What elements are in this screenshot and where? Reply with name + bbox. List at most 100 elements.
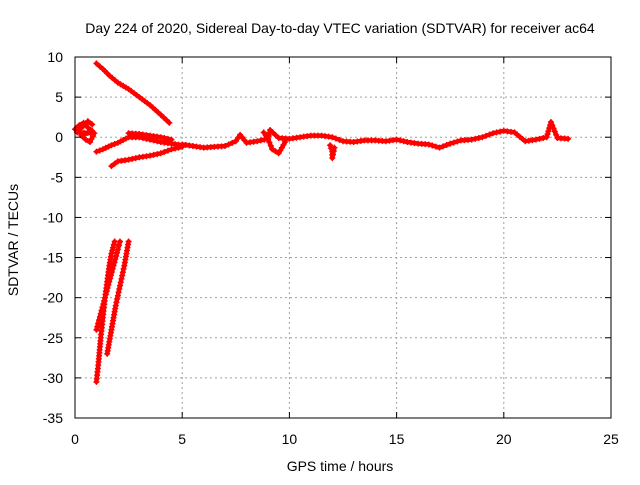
data-point — [109, 247, 116, 254]
data-point — [120, 265, 127, 272]
data-point — [532, 136, 539, 143]
data-point — [547, 118, 554, 125]
data-point — [110, 241, 117, 248]
data-point — [93, 326, 100, 333]
data-point — [111, 259, 118, 266]
data-point — [468, 136, 475, 143]
y-tick-label: -30 — [43, 370, 63, 386]
data-point — [114, 249, 121, 256]
data-point — [436, 144, 443, 151]
data-point — [89, 121, 96, 128]
series-arc-dip-nine — [260, 129, 289, 157]
data-point — [232, 138, 239, 145]
data-point — [164, 147, 171, 154]
data-point — [110, 244, 117, 251]
data-point — [475, 135, 482, 142]
x-tick-label: 20 — [496, 431, 512, 447]
tick-layer: 0 5 10 15 20 25 10 5 0 -5 -10 -15 -20 -25 -30 -35 — [43, 49, 619, 447]
data-point — [93, 60, 100, 67]
data-point — [479, 134, 486, 141]
data-point — [106, 278, 113, 285]
data-point — [129, 155, 136, 162]
data-point — [225, 141, 232, 148]
data-point — [257, 137, 264, 144]
data-point — [454, 138, 461, 145]
data-point — [108, 142, 115, 149]
data-point — [97, 310, 104, 317]
data-point — [108, 268, 115, 275]
data-point — [154, 151, 161, 158]
data-point — [157, 134, 164, 141]
data-point — [329, 151, 336, 158]
data-point — [565, 135, 572, 142]
data-point — [102, 291, 109, 298]
series-arc-steep-c — [104, 238, 132, 357]
data-point — [168, 146, 175, 153]
data-point — [175, 144, 182, 151]
data-point — [497, 128, 504, 135]
data-point — [108, 163, 115, 170]
x-tick-label: 5 — [178, 431, 186, 447]
data-point — [272, 148, 279, 155]
data-point — [118, 275, 125, 282]
y-tick-label: -25 — [43, 330, 63, 346]
data-layer — [72, 60, 572, 385]
data-point — [147, 152, 154, 159]
data-point — [113, 252, 120, 259]
data-point — [161, 148, 168, 155]
data-point — [544, 131, 551, 138]
data-point — [157, 150, 164, 157]
series-arc-steep-b — [93, 238, 124, 333]
data-point — [114, 296, 121, 303]
y-tick-label: -10 — [43, 209, 63, 225]
data-point — [168, 136, 175, 143]
data-point — [393, 136, 400, 143]
data-point — [96, 147, 103, 154]
data-point — [112, 302, 119, 309]
data-point — [447, 140, 454, 147]
data-point — [96, 317, 103, 324]
y-tick-label: 5 — [55, 89, 63, 105]
data-point — [111, 160, 118, 167]
data-point — [108, 272, 115, 279]
y-tick-label: 0 — [55, 129, 63, 145]
x-tick-label: 15 — [389, 431, 405, 447]
data-point — [112, 256, 119, 263]
data-point — [429, 142, 436, 149]
data-point — [110, 262, 117, 269]
data-point — [262, 132, 269, 139]
data-point — [486, 131, 493, 138]
data-point — [553, 131, 560, 138]
data-point — [99, 304, 106, 311]
data-point — [107, 275, 114, 282]
data-point — [103, 288, 110, 295]
data-point — [490, 130, 497, 137]
data-point — [102, 294, 109, 301]
data-point — [84, 124, 91, 131]
data-point — [327, 142, 334, 149]
y-tick-label: 10 — [47, 49, 63, 65]
data-point — [111, 141, 118, 148]
data-point — [450, 139, 457, 146]
data-point — [493, 129, 500, 136]
data-point — [397, 137, 404, 144]
data-point — [111, 238, 118, 245]
data-point — [482, 132, 489, 139]
data-point — [443, 141, 450, 148]
data-point — [166, 119, 173, 126]
data-point — [536, 135, 543, 142]
data-point — [94, 323, 101, 330]
data-point — [282, 139, 289, 146]
data-point — [104, 285, 111, 292]
data-point — [117, 279, 124, 286]
data-point — [432, 143, 439, 150]
data-point — [115, 242, 122, 249]
data-point — [264, 135, 271, 142]
y-tick-label: -15 — [43, 250, 63, 266]
series-arc-rising-lower — [108, 143, 186, 170]
data-point — [117, 282, 124, 289]
data-point — [96, 63, 103, 70]
data-point — [425, 141, 432, 148]
